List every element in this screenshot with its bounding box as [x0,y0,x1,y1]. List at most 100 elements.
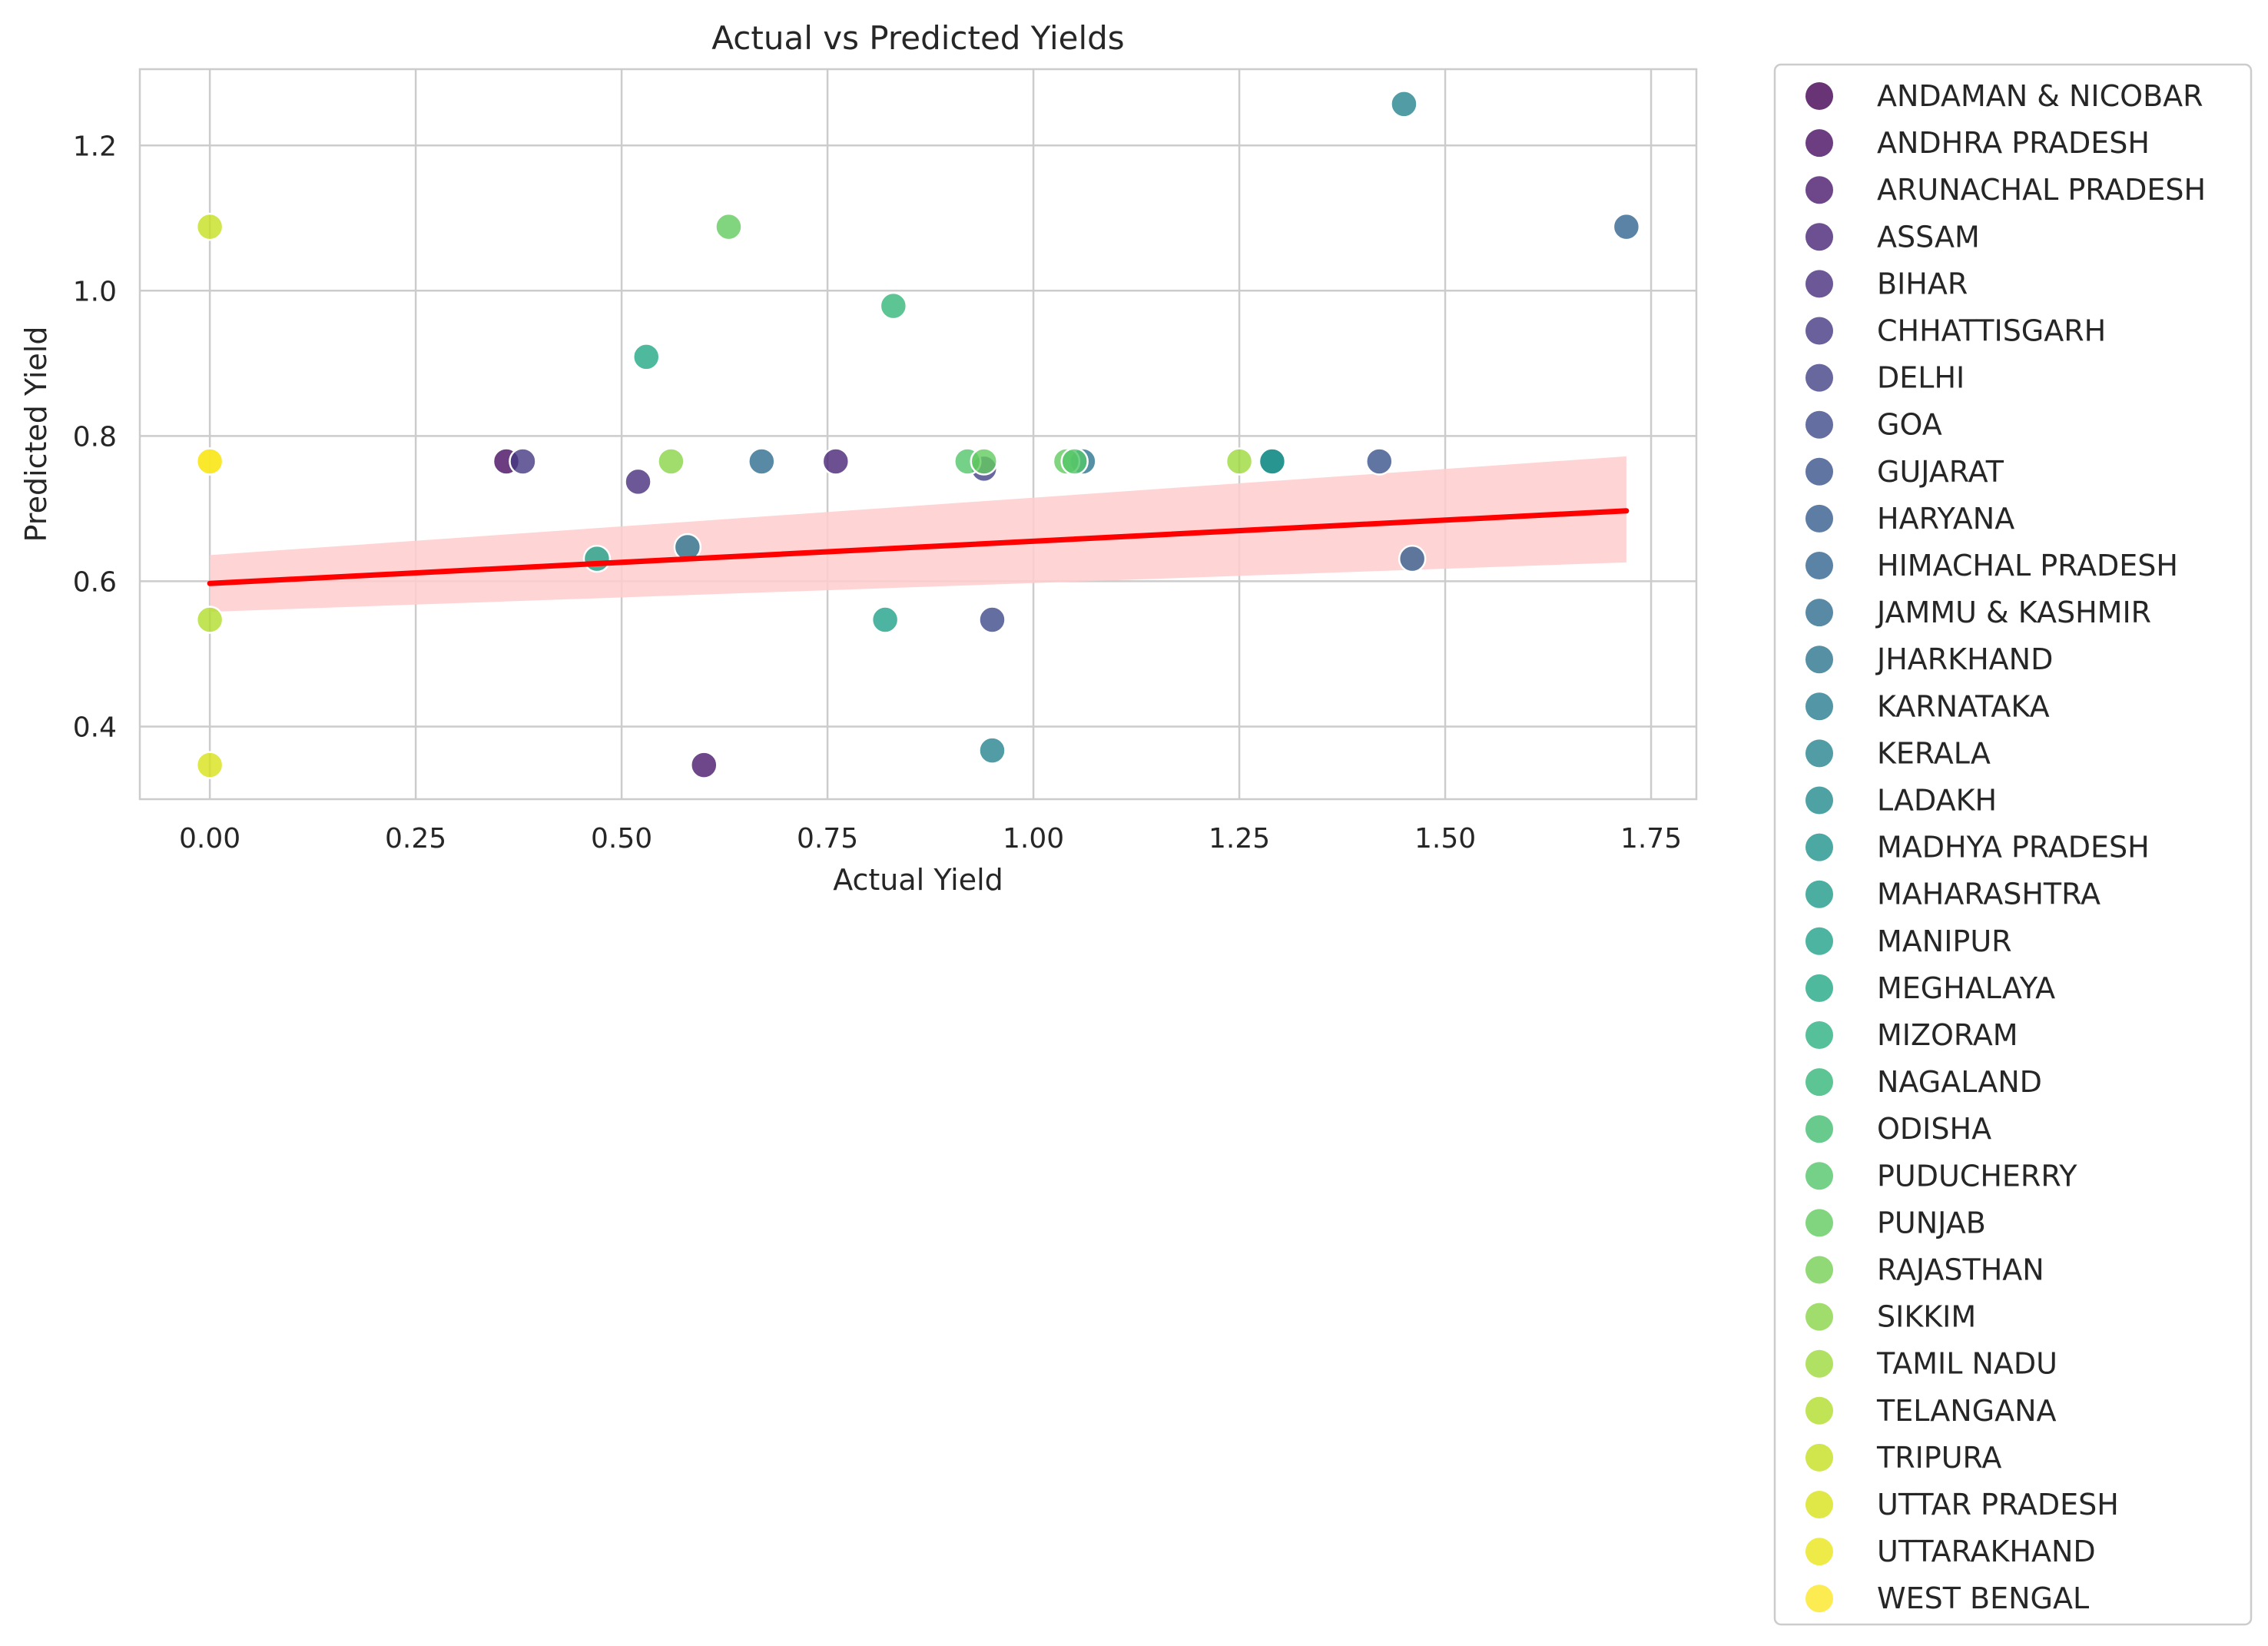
scatter-point [970,447,999,476]
scatter-point [195,212,224,241]
legend-marker [1805,786,1833,815]
legend-frame [1773,63,2253,1626]
plot-area-background [140,69,1696,799]
y-tick-label: 0.8 [73,421,117,453]
legend-label: WEST BENGAL [1877,1581,2089,1615]
plot-area-frame [138,68,1698,801]
legend-marker [1805,974,1833,1002]
legend-marker [1805,1209,1833,1237]
scatter-point [195,751,224,779]
legend-marker [1805,270,1833,298]
legend-marker [1805,1349,1833,1378]
y-tick-label: 0.6 [73,566,117,598]
scatter-point [657,447,685,476]
legend-label: MIZORAM [1877,1018,2018,1052]
legend-label: LADAKH [1877,784,1997,818]
scatter-point [509,447,537,476]
regression-line [207,508,1630,586]
legend-label: SIKKIM [1877,1300,1976,1334]
scatter-point [870,606,900,634]
scatter-point [1398,544,1427,573]
legend-marker [1805,1303,1833,1331]
scatter-point [632,343,661,371]
legend-label: NAGALAND [1877,1065,2042,1099]
legend-label: UTTAR PRADESH [1877,1488,2119,1522]
scatter-point [1365,447,1394,476]
legend-marker [1805,880,1833,908]
legend-label: GUJARAT [1877,455,2004,489]
scatter-point [195,447,224,476]
legend-marker [1805,504,1833,533]
scatter-point [821,447,850,476]
legend: ANDAMAN & NICOBAR ANDHRA PRADESH ARUNACHAL… [1773,63,2253,1626]
y-tick-label: 1.2 [73,131,117,162]
legend-label: PUDUCHERRY [1877,1159,2077,1193]
scatter-point [1060,447,1089,476]
legend-label: JAMMU & KASHMIR [1875,596,2151,629]
grid-lines [140,69,1696,799]
x-tick-label: 0.75 [797,823,858,855]
scatter-points [195,90,1641,779]
legend-label: HIMACHAL PRADESH [1877,549,2178,582]
legend-marker [1805,1068,1833,1097]
scatter-point [690,751,718,779]
legend-label: TRIPURA [1876,1441,2001,1475]
legend-items: ANDAMAN & NICOBAR ANDHRA PRADESH ARUNACHAL… [1805,79,2206,1615]
legend-marker [1805,1538,1833,1566]
y-tick-label: 0.4 [73,712,117,743]
legend-marker [1805,1021,1833,1049]
x-tick-label: 0.00 [179,823,240,855]
scatter-point [1390,90,1418,118]
legend-marker [1805,1162,1833,1190]
legend-label: ASSAM [1877,220,1980,254]
legend-label: MEGHALAYA [1877,971,2055,1005]
x-tick-label: 1.25 [1209,823,1270,855]
legend-label: BIHAR [1877,267,1968,300]
scatter-point [582,544,612,573]
legend-marker [1805,176,1833,204]
legend-label: DELHI [1877,361,1965,395]
legend-marker [1805,1491,1833,1518]
legend-marker [1805,1256,1833,1284]
legend-marker [1805,599,1833,627]
legend-label: MANIPUR [1877,924,2012,958]
y-tick-labels: 0.4 0.6 0.8 1.0 1.2 [73,131,117,743]
legend-marker [1805,317,1833,345]
legend-marker [1805,363,1833,392]
scatter-point [1258,447,1287,476]
scatter-point [978,606,1006,634]
legend-label: GOA [1877,408,1942,442]
legend-marker [1805,410,1833,439]
legend-label: MAHARASHTRA [1877,878,2101,911]
legend-label: MADHYA PRADESH [1877,831,2150,864]
confidence-band [210,456,1626,612]
x-axis-label: Actual Yield [833,863,1003,897]
legend-label: ANDAMAN & NICOBAR [1877,79,2203,113]
legend-label: UTTARAKHAND [1877,1535,2096,1568]
legend-marker [1805,1396,1833,1425]
legend-marker [1805,223,1833,251]
x-tick-label: 0.50 [591,823,652,855]
legend-marker [1805,1585,1833,1613]
legend-label: CHHATTISGARH [1877,314,2106,348]
scatter-point [195,606,224,634]
legend-marker [1805,833,1833,861]
legend-marker [1805,82,1833,110]
x-tick-label: 1.50 [1414,823,1476,855]
legend-marker [1805,927,1833,955]
legend-marker [1805,739,1833,768]
legend-marker [1805,692,1833,721]
legend-marker [1805,1115,1833,1143]
scatter-point [715,212,743,241]
scatter-point [978,736,1006,765]
x-tick-label: 1.00 [1003,823,1064,855]
x-tick-labels: 0.00 0.25 0.50 0.75 1.00 1.25 1.50 1.75 [179,823,1682,855]
legend-label: ODISHA [1877,1112,1991,1146]
legend-label: ARUNACHAL PRADESH [1877,173,2206,207]
scatter-point [1612,212,1641,241]
legend-label: TELANGANA [1876,1394,2057,1428]
legend-marker [1805,129,1833,158]
chart-title: Actual vs Predicted Yields [711,19,1124,57]
legend-marker [1805,552,1833,579]
